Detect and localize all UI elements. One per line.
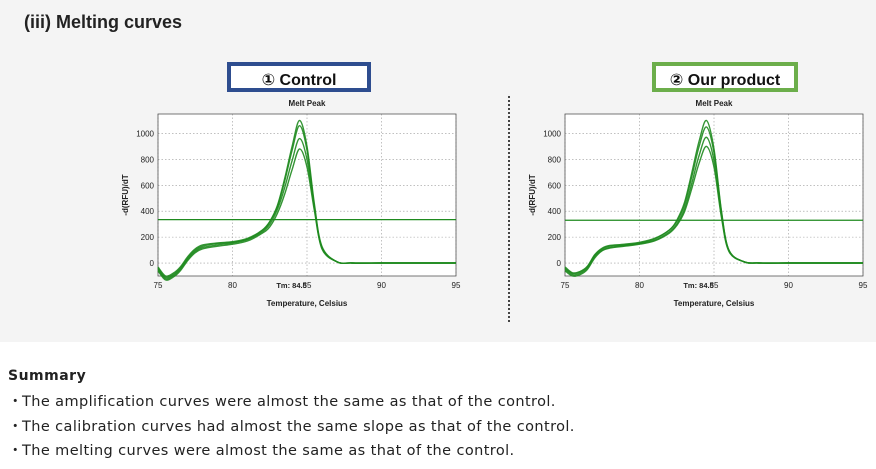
melt-curve-series bbox=[157, 148, 456, 281]
chart-title: Melt Peak bbox=[289, 99, 326, 108]
summary-title: Summary bbox=[8, 368, 87, 384]
x-axis-label: Temperature, Celsius bbox=[674, 299, 755, 308]
y-tick-label: 0 bbox=[557, 259, 562, 268]
y-axis-label: -d(RFU)/dT bbox=[121, 174, 130, 215]
x-tick-label: 90 bbox=[377, 281, 386, 290]
y-tick-label: 0 bbox=[150, 259, 155, 268]
bullet: ・ bbox=[8, 394, 23, 410]
x-tick-label: 75 bbox=[561, 281, 570, 290]
our-product-label: ② Our product bbox=[652, 62, 798, 92]
y-tick-label: 400 bbox=[548, 207, 562, 216]
x-tick-label: 85 bbox=[710, 281, 719, 290]
control-label: ① Control bbox=[227, 62, 371, 92]
summary-item-text: The melting curves were almost the same … bbox=[22, 443, 515, 459]
x-axis-label: Temperature, Celsius bbox=[267, 299, 348, 308]
summary-item-text: The amplification curves were almost the… bbox=[22, 394, 556, 410]
summary-item: ・The amplification curves were almost th… bbox=[8, 390, 575, 415]
tm-label: Tm: 84.5 bbox=[276, 281, 306, 290]
plot-frame bbox=[157, 113, 457, 277]
x-tick-label: 80 bbox=[228, 281, 237, 290]
chart-title: Melt Peak bbox=[696, 99, 733, 108]
summary-item: ・The calibration curves had almost the s… bbox=[8, 415, 575, 440]
product-melt-peak-chart: Melt Peak 75 80 85 90 95 0 200 400 600 800 1000 Temp… bbox=[528, 99, 868, 308]
section-title: (iii) Melting curves bbox=[24, 12, 183, 32]
bullet: ・ bbox=[8, 418, 23, 435]
summary: Summary ・The amplification curves were a… bbox=[8, 368, 575, 464]
y-tick-label: 200 bbox=[548, 233, 562, 242]
x-tick-label: 75 bbox=[154, 281, 163, 290]
x-tick-label: 85 bbox=[303, 281, 312, 290]
control-melt-peak-chart: Melt Peak 75 80 85 90 95 0 200 400 600 800 1000 Temp… bbox=[121, 99, 461, 308]
panel-divider bbox=[508, 96, 510, 322]
y-axis-label: -d(RFU)/dT bbox=[528, 174, 537, 215]
melt-curve-series bbox=[564, 145, 863, 277]
x-tick-label: 95 bbox=[859, 281, 868, 290]
bullet: ・ bbox=[8, 443, 23, 459]
tm-label: Tm: 84.5 bbox=[683, 281, 713, 290]
y-tick-label: 800 bbox=[548, 155, 562, 164]
y-tick-label: 1000 bbox=[543, 129, 561, 138]
y-tick-label: 400 bbox=[141, 207, 155, 216]
summary-item: ・The melting curves were almost the same… bbox=[8, 439, 575, 464]
y-tick-label: 600 bbox=[141, 181, 155, 190]
y-tick-label: 200 bbox=[141, 233, 155, 242]
y-tick-label: 600 bbox=[548, 181, 562, 190]
melting-curves-panel: (iii) Melting curves ① Control ② Our pro… bbox=[0, 0, 876, 342]
y-tick-label: 1000 bbox=[136, 129, 154, 138]
summary-item-text: The calibration curves had almost the sa… bbox=[22, 418, 575, 435]
x-tick-label: 80 bbox=[635, 281, 644, 290]
y-tick-label: 800 bbox=[141, 155, 155, 164]
plot-frame bbox=[564, 113, 864, 277]
x-tick-label: 95 bbox=[452, 281, 461, 290]
x-tick-label: 90 bbox=[784, 281, 793, 290]
